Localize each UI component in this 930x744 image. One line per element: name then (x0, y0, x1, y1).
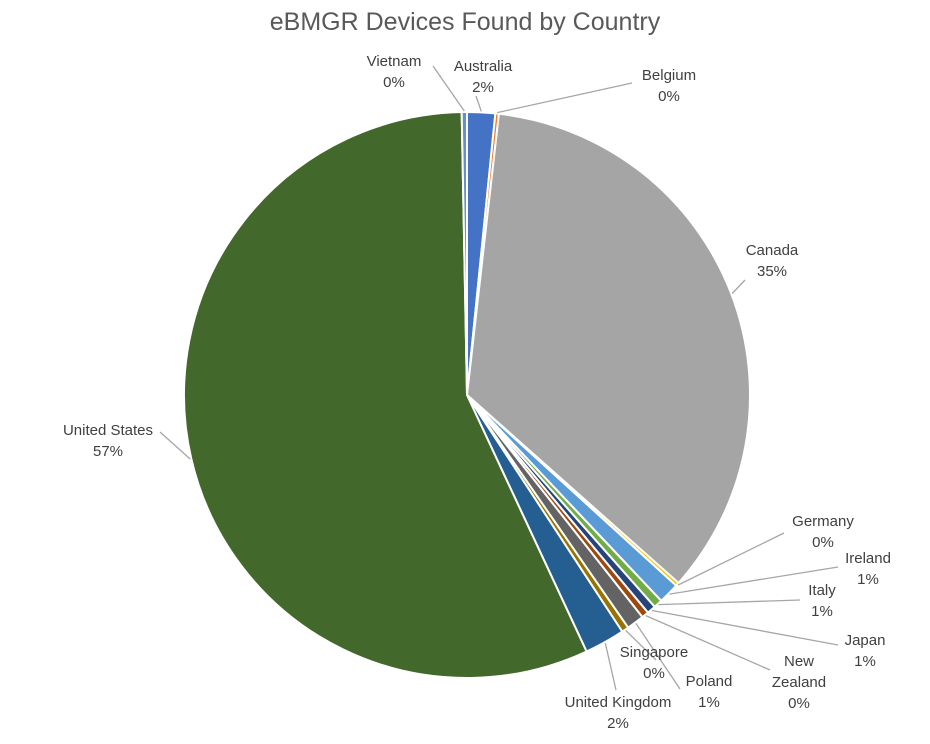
slice-name-vietnam: Vietnam (367, 53, 422, 70)
slice-name-poland: Poland (686, 673, 733, 690)
slice-name-united-states: United States (63, 422, 153, 439)
slice-percent-germany: 0% (812, 534, 834, 551)
slice-canada (465, 112, 752, 585)
slice-name-italy: Italy (808, 582, 836, 599)
leader-lines (159, 65, 839, 691)
leader-japan (651, 609, 839, 646)
leader-singapore (625, 630, 657, 661)
slice-labels: Australia 2% Belgium 0% Canada 35% Germany 0% Ir… (63, 53, 891, 732)
slice-percent-ireland: 1% (857, 571, 879, 588)
slice-percent-australia: 2% (472, 79, 494, 96)
slice-name-new-zealand: New (784, 653, 814, 670)
slice-percent-new-zealand: 0% (788, 695, 810, 712)
slice-name-singapore: Singapore (620, 644, 688, 661)
leader-united-kingdom (604, 642, 617, 691)
slice-vietnam (460, 110, 468, 396)
slice-percent-poland: 1% (698, 694, 720, 711)
chart-title: eBMGR Devices Found by Country (269, 8, 661, 36)
slice-name-new-zealand: Zealand (772, 674, 826, 691)
leader-australia (475, 95, 482, 112)
slice-name-germany: Germany (792, 513, 854, 530)
slice-name-australia: Australia (454, 58, 513, 75)
leader-united-states (159, 431, 191, 460)
slice-percent-singapore: 0% (643, 665, 665, 682)
slice-percent-japan: 1% (854, 653, 876, 670)
slice-united-states (183, 111, 588, 679)
slice-name-canada: Canada (746, 242, 799, 259)
slice-percent-canada: 35% (757, 263, 787, 280)
leader-vietnam (432, 65, 465, 112)
leader-belgium (497, 82, 633, 114)
slice-name-united-kingdom: United Kingdom (565, 694, 672, 711)
leader-canada (731, 279, 746, 294)
leader-italy (658, 599, 801, 606)
leader-new-zealand (645, 615, 771, 671)
slice-name-ireland: Ireland (845, 550, 891, 567)
slice-percent-belgium: 0% (658, 88, 680, 105)
slice-name-japan: Japan (845, 632, 886, 649)
pie-slices (183, 110, 752, 679)
leader-poland (635, 622, 681, 690)
slice-percent-united-kingdom: 2% (607, 715, 629, 732)
slice-name-belgium: Belgium (642, 67, 696, 84)
slice-percent-italy: 1% (811, 603, 833, 620)
leader-ireland (669, 566, 839, 595)
leader-germany (677, 532, 785, 586)
slice-percent-vietnam: 0% (383, 74, 405, 91)
slice-percent-united-states: 57% (93, 443, 123, 460)
